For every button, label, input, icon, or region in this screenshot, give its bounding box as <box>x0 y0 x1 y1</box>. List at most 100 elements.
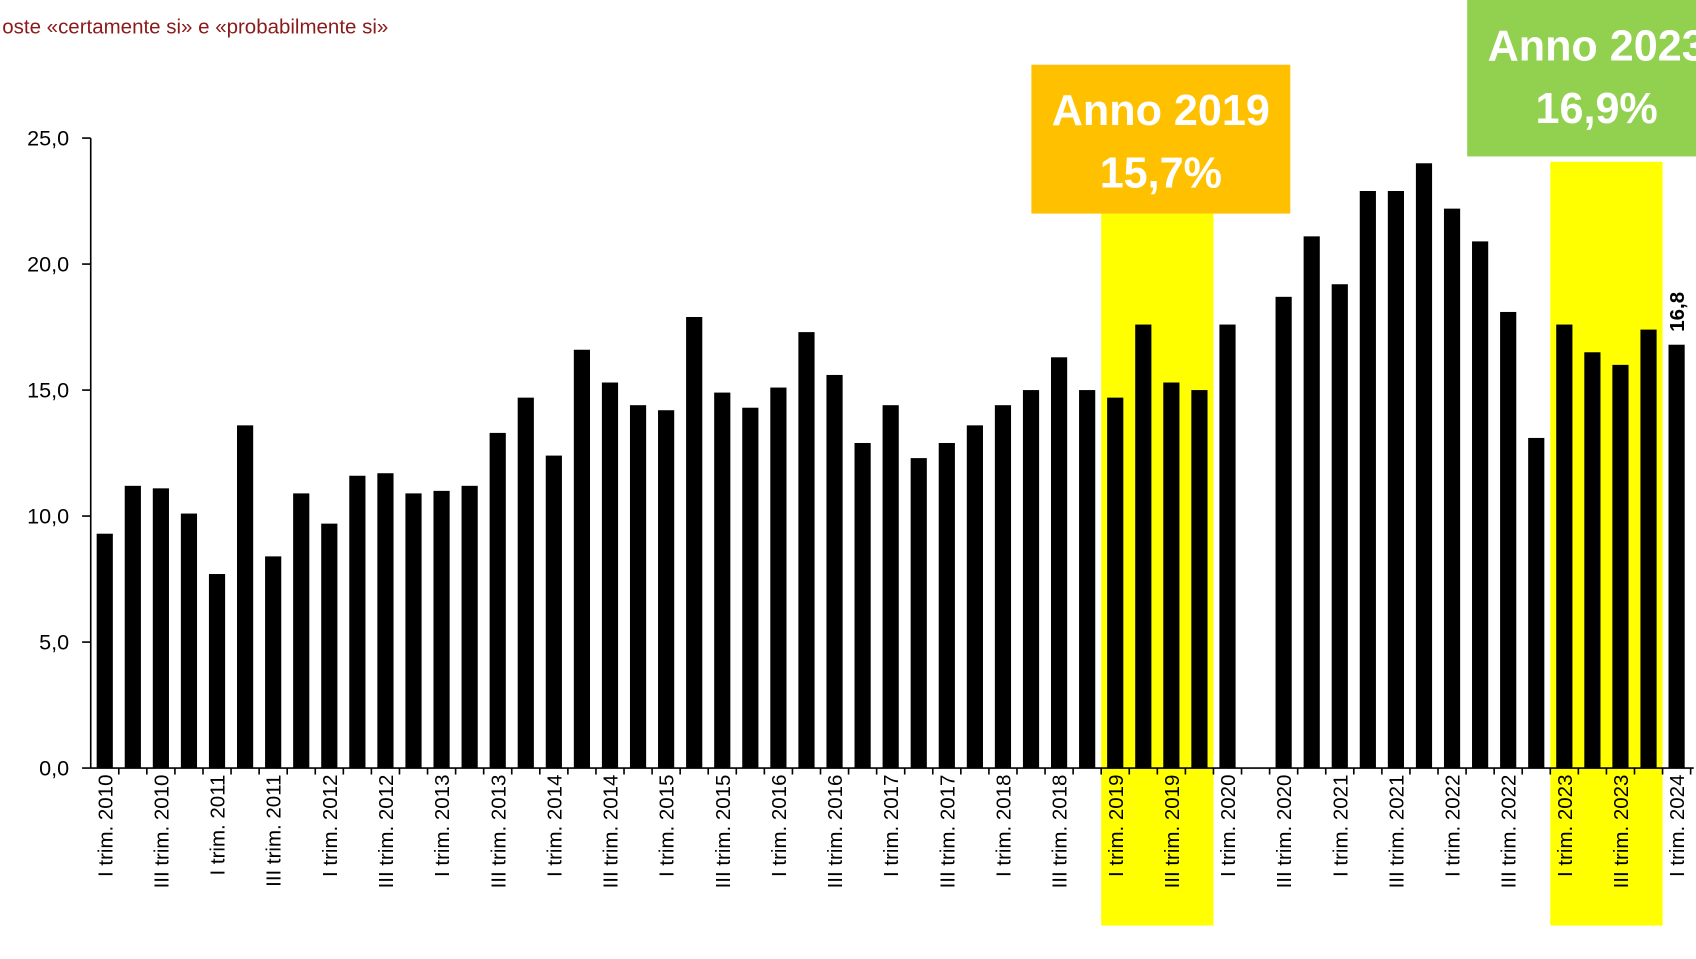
annotation-text: 15,7% <box>1100 150 1222 198</box>
x-tick-label: III trim. 2015 <box>712 775 735 889</box>
annotation-box <box>1031 64 1291 214</box>
annotation-text: 16,9% <box>1536 85 1658 133</box>
x-tick-label: I trim. 2019 <box>1105 775 1128 877</box>
x-tick-label: III trim. 2012 <box>375 775 398 889</box>
annotation-box <box>1467 0 1696 157</box>
bar <box>573 349 591 769</box>
bar <box>1050 357 1068 769</box>
y-tick-label: 20,0 <box>27 252 69 277</box>
bar <box>489 432 506 769</box>
bar <box>1219 324 1236 769</box>
y-tick-label: 10,0 <box>27 504 69 529</box>
x-tick-label: III trim. 2016 <box>824 775 847 889</box>
bar <box>321 523 338 769</box>
x-tick-label: III trim. 2020 <box>1273 775 1296 889</box>
y-tick-label: 25,0 <box>27 126 69 151</box>
bar <box>854 442 871 769</box>
bar <box>1668 344 1685 769</box>
bar <box>1303 236 1320 769</box>
x-tick-label: I trim. 2014 <box>543 775 566 877</box>
x-tick-label: I trim. 2010 <box>94 775 117 877</box>
x-tick-label: III trim. 2023 <box>1610 775 1633 889</box>
annotation-text: Anno 2019 <box>1052 87 1270 135</box>
bar <box>377 473 394 769</box>
y-tick-label: 15,0 <box>27 378 69 403</box>
x-tick-label: I trim. 2024 <box>1666 775 1689 877</box>
bar <box>1612 364 1629 769</box>
x-tick-label: III trim. 2010 <box>150 775 173 889</box>
bar <box>686 316 703 769</box>
x-tick-label: III trim. 2011 <box>263 775 286 887</box>
bar <box>1135 324 1152 769</box>
bar <box>742 407 759 769</box>
bar <box>433 490 450 769</box>
bar <box>938 442 955 769</box>
bar <box>1107 397 1124 769</box>
bar <box>658 410 675 769</box>
bar <box>714 392 731 769</box>
data-label: 16,8 <box>1666 292 1689 332</box>
x-tick-label: III trim. 2019 <box>1161 775 1184 889</box>
bar <box>1079 390 1096 769</box>
bar <box>96 533 113 769</box>
x-tick-label: I trim. 2011 <box>207 775 230 876</box>
bar <box>1163 382 1180 769</box>
x-tick-label: III trim. 2022 <box>1498 775 1521 889</box>
x-tick-label: III trim. 2014 <box>600 775 623 889</box>
bar <box>1331 284 1348 769</box>
bar <box>1472 241 1489 769</box>
y-tick-label: 5,0 <box>39 630 69 655</box>
x-tick-label: I trim. 2012 <box>319 775 342 877</box>
bar <box>770 387 787 769</box>
bar <box>461 485 478 769</box>
bar <box>1191 390 1208 769</box>
bar <box>826 374 843 769</box>
bar <box>1528 437 1545 769</box>
annotation-text: Anno 2023 <box>1488 22 1696 70</box>
x-tick-label: I trim. 2015 <box>656 775 679 877</box>
bar <box>208 574 226 769</box>
bar <box>798 332 815 769</box>
x-tick-label: I trim. 2021 <box>1329 775 1352 877</box>
bar <box>293 493 310 769</box>
bar <box>1443 208 1461 769</box>
bar <box>629 405 647 769</box>
bar <box>124 485 141 769</box>
bar <box>1022 390 1040 769</box>
x-tick-label: I trim. 2023 <box>1554 775 1577 877</box>
bar <box>1275 296 1292 769</box>
x-tick-label: I trim. 2017 <box>880 775 903 877</box>
bar <box>237 425 254 769</box>
bar <box>1640 329 1657 769</box>
bar <box>994 405 1012 769</box>
bar <box>1415 163 1433 769</box>
bar <box>966 425 983 769</box>
bar <box>1584 352 1601 769</box>
y-tick-label: 0,0 <box>39 756 69 781</box>
bar <box>405 493 422 769</box>
x-tick-label: III trim. 2021 <box>1385 775 1408 889</box>
chart-subtitle: oste «certamente si» e «probabilmente si… <box>2 15 388 38</box>
x-tick-label: I trim. 2018 <box>993 775 1016 877</box>
x-tick-label: I trim. 2022 <box>1442 775 1465 877</box>
bar <box>180 513 198 769</box>
bar <box>882 405 899 769</box>
x-tick-label: I trim. 2016 <box>768 775 791 877</box>
x-tick-label: I trim. 2013 <box>431 775 454 877</box>
bar <box>1556 324 1573 769</box>
x-tick-label: III trim. 2013 <box>487 775 510 889</box>
bar <box>152 488 169 769</box>
bar <box>1359 190 1376 769</box>
x-tick-label: I trim. 2020 <box>1217 775 1240 877</box>
bar <box>265 556 282 769</box>
x-tick-label: III trim. 2018 <box>1049 775 1072 889</box>
x-tick-label: III trim. 2017 <box>936 775 959 889</box>
bar <box>1500 311 1517 769</box>
bar <box>601 382 619 769</box>
bar <box>349 475 366 769</box>
bar <box>517 397 534 769</box>
bar <box>1387 190 1405 769</box>
bar <box>910 458 927 769</box>
bar <box>545 455 562 769</box>
